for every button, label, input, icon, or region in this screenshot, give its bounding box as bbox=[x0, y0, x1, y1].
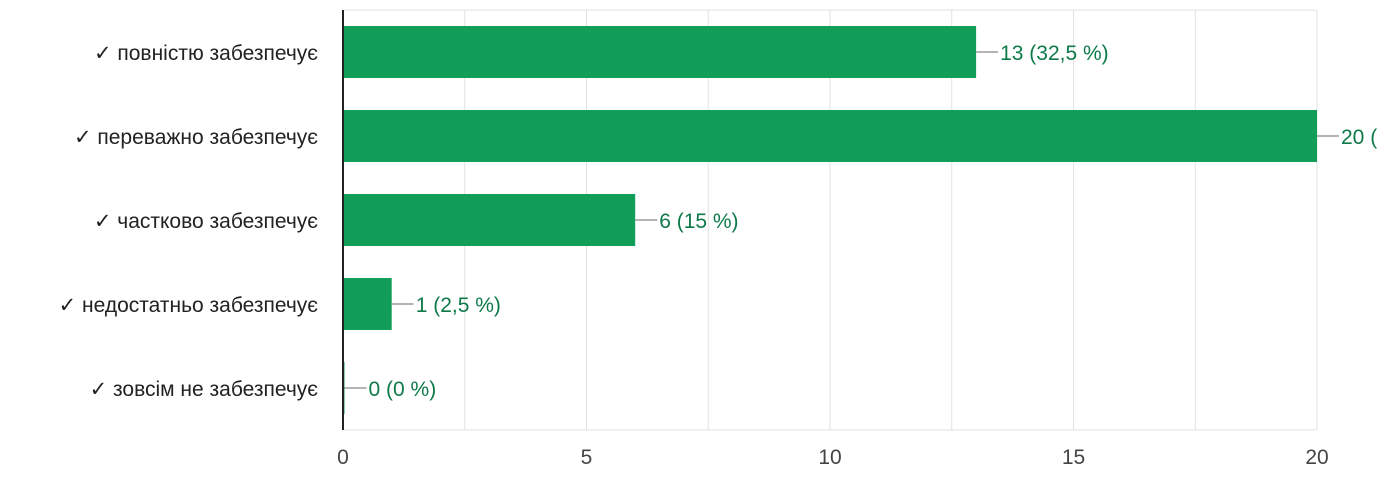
category-label: ✓ зовсім не забезпечує bbox=[90, 378, 319, 401]
data-label: 20 ( bbox=[1341, 126, 1377, 149]
grid-layer bbox=[343, 9, 1318, 431]
category-label: ✓ переважно забезпечує bbox=[74, 126, 318, 149]
bar[interactable] bbox=[343, 110, 1317, 162]
x-tick-label: 10 bbox=[818, 446, 841, 469]
data-label: 0 (0 %) bbox=[369, 378, 437, 401]
x-tick-label: 5 bbox=[581, 446, 593, 469]
axis-layer: 0 5 10 15 20 bbox=[337, 10, 1329, 469]
data-label: 13 (32,5 %) bbox=[1000, 42, 1109, 65]
x-tick-label: 20 bbox=[1305, 446, 1328, 469]
bar[interactable] bbox=[343, 26, 977, 78]
category-label: ✓ повністю забезпечує bbox=[94, 42, 318, 65]
data-label: 6 (15 %) bbox=[659, 210, 738, 233]
x-tick-label: 0 bbox=[337, 446, 349, 469]
x-tick-label: 15 bbox=[1062, 446, 1085, 469]
bar[interactable] bbox=[343, 278, 392, 330]
data-label: 1 (2,5 %) bbox=[416, 294, 501, 317]
labels-layer: ✓ повністю забезпечує 13 (32,5 %) ✓ перева… bbox=[59, 42, 1378, 401]
category-label: ✓ недостатньо забезпечує bbox=[59, 294, 319, 317]
bar[interactable] bbox=[343, 194, 636, 246]
category-label: ✓ частково забезпечує bbox=[94, 210, 318, 233]
bars-layer bbox=[343, 26, 1317, 414]
